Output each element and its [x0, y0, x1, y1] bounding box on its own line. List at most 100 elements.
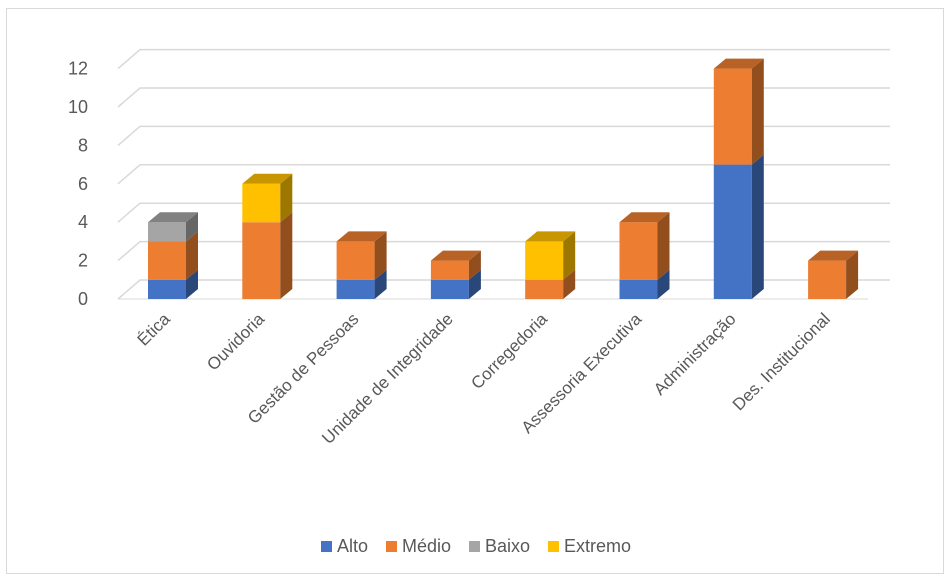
bar-side — [468, 269, 481, 299]
bar-front — [713, 164, 752, 299]
bar-stack — [713, 58, 764, 299]
legend-label: Extremo — [564, 536, 632, 556]
legend-label: Médio — [401, 536, 451, 556]
legend-swatch — [469, 541, 480, 552]
bar-segment-baixo — [148, 212, 198, 242]
gridline — [117, 87, 890, 108]
bar-segment-médio — [525, 269, 576, 299]
bar-segment-médio — [242, 212, 293, 299]
bar-side — [280, 212, 293, 299]
y-tick-label: 12 — [68, 59, 88, 79]
y-tick-label: 10 — [68, 97, 88, 117]
y-tick-label: 0 — [78, 289, 88, 309]
bar-top — [242, 173, 293, 184]
y-tick-label: 4 — [78, 212, 88, 232]
bar-front — [525, 279, 564, 299]
legend-label: Baixo — [485, 536, 531, 556]
bar-front — [336, 241, 375, 280]
x-category-label: Administração — [650, 309, 740, 399]
gridline — [117, 279, 890, 300]
bar-side — [846, 250, 859, 299]
bar-side — [563, 269, 576, 299]
bar-segment-médio — [619, 212, 670, 280]
gridline — [117, 240, 890, 262]
bar-segment-médio — [430, 250, 481, 280]
bar-side — [186, 269, 198, 299]
bar-side — [657, 269, 670, 299]
bar-front — [336, 279, 375, 299]
bar-top — [808, 250, 859, 261]
x-category-label: Ética — [134, 309, 175, 350]
bar-front — [242, 183, 281, 223]
bar-front — [242, 222, 281, 299]
bar-segment-médio — [713, 58, 764, 165]
x-category-label: Corregedoria — [467, 309, 551, 393]
bar-front — [713, 68, 752, 165]
gridline — [117, 202, 890, 223]
gridline — [117, 125, 890, 146]
y-tick-label: 8 — [78, 135, 88, 155]
bar-side — [563, 231, 576, 280]
bar-top — [525, 231, 576, 242]
legend-item-baixo: Baixo — [469, 536, 530, 557]
bar-top — [713, 58, 764, 69]
bar-front — [619, 222, 658, 280]
y-axis-tick-labels: 0 2 4 6 8 10 12 — [68, 59, 88, 309]
bar-segment-alto — [713, 154, 764, 299]
legend-swatch — [548, 541, 560, 552]
legend: Alto Médio Baixo Extremo — [0, 536, 952, 557]
bars — [148, 58, 859, 299]
bar-stack — [336, 231, 387, 299]
bar-side — [186, 231, 198, 280]
bar-stack — [808, 250, 859, 299]
bar-segment-médio — [808, 250, 859, 299]
bar-side — [657, 212, 670, 280]
bar-front — [148, 241, 186, 280]
bar-stack — [619, 212, 670, 299]
bar-top — [336, 231, 387, 242]
bar-side — [751, 58, 764, 165]
legend-swatch — [385, 541, 397, 552]
bar-segment-médio — [336, 231, 387, 280]
x-category-label: Des. Institucional — [729, 309, 834, 414]
bar-top — [148, 212, 198, 223]
bar-side — [186, 212, 198, 242]
bar-side — [280, 173, 293, 223]
legend-item-extremo: Extremo — [548, 536, 631, 557]
bar-side — [468, 250, 481, 280]
bar-stack — [148, 212, 198, 299]
bar-front — [148, 279, 186, 299]
gridline — [117, 164, 890, 185]
bar-front — [619, 279, 658, 299]
legend-swatch — [320, 541, 332, 552]
bar-front — [430, 279, 469, 299]
legend-item-médio: Médio — [385, 536, 451, 557]
bar-side — [751, 154, 764, 299]
bar-stack — [430, 250, 481, 299]
bar-segment-alto — [336, 269, 387, 299]
bar-stack — [242, 173, 293, 299]
gridline — [117, 48, 890, 70]
bar-segment-extremo — [242, 173, 293, 223]
bar-front — [525, 241, 564, 280]
bar-stack — [525, 231, 576, 299]
bar-front — [430, 260, 469, 280]
y-tick-label: 6 — [78, 174, 88, 194]
bar-segment-alto — [148, 269, 198, 299]
bar-segment-extremo — [525, 231, 576, 280]
bar-segment-alto — [619, 269, 670, 299]
bar-top — [619, 212, 670, 223]
x-category-label: Ouvidoria — [203, 309, 268, 374]
bar-segment-alto — [430, 269, 481, 299]
bar-front — [148, 222, 186, 242]
legend-label: Alto — [336, 536, 368, 556]
legend-item-alto: Alto — [320, 536, 368, 557]
bar-top — [430, 250, 481, 261]
y-tick-label: 2 — [78, 251, 88, 271]
bar-side — [374, 231, 387, 280]
bar-segment-médio — [148, 231, 198, 280]
bar-side — [374, 269, 387, 299]
gridlines — [117, 48, 890, 300]
